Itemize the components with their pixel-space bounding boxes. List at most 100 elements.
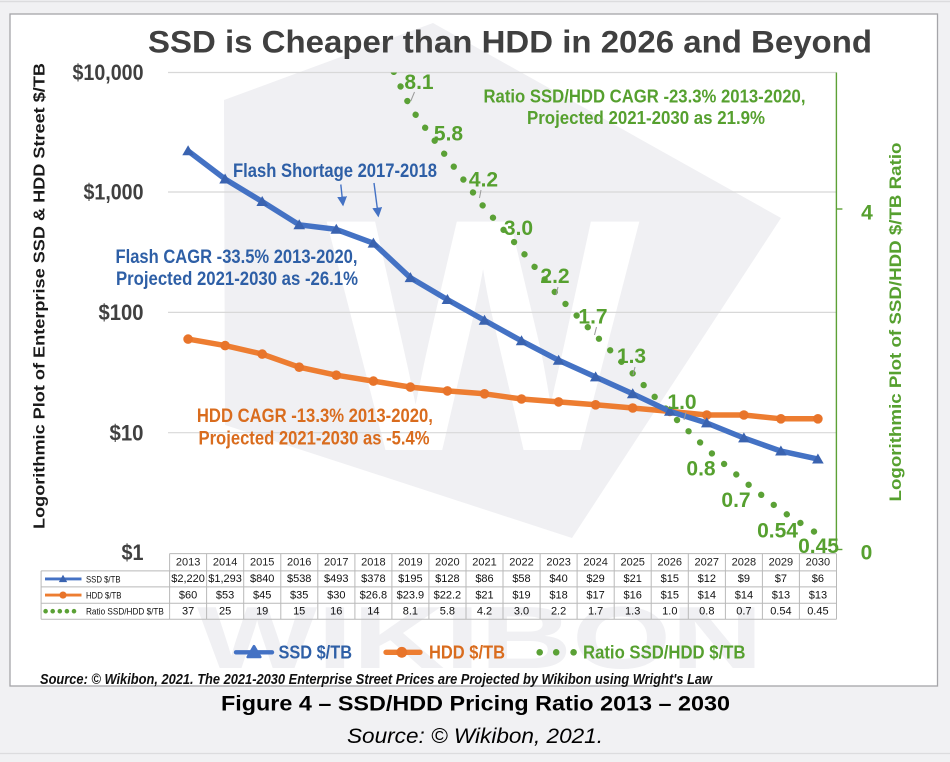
svg-text:$58: $58 — [512, 573, 530, 585]
svg-text:Ratio SSD/HDD $/TB: Ratio SSD/HDD $/TB — [583, 643, 746, 663]
svg-text:0.54: 0.54 — [757, 519, 798, 542]
svg-text:HDD CAGR -13.3% 2013-2020,: HDD CAGR -13.3% 2013-2020, — [197, 405, 433, 427]
svg-text:19: 19 — [256, 605, 268, 617]
svg-text:$13: $13 — [809, 589, 827, 601]
svg-text:$14: $14 — [735, 589, 753, 601]
svg-text:$17: $17 — [586, 589, 604, 601]
svg-text:4.2: 4.2 — [469, 168, 498, 191]
svg-text:0.8: 0.8 — [686, 457, 716, 480]
svg-text:$538: $538 — [287, 573, 311, 585]
svg-text:$9: $9 — [738, 573, 750, 585]
svg-text:4: 4 — [861, 202, 873, 225]
svg-text:SSD $/TB: SSD $/TB — [86, 574, 121, 584]
svg-text:15: 15 — [293, 605, 305, 617]
svg-text:$21: $21 — [475, 589, 493, 601]
svg-text:3.0: 3.0 — [514, 605, 529, 617]
svg-text:5.8: 5.8 — [434, 122, 464, 145]
svg-text:8.1: 8.1 — [404, 71, 434, 94]
svg-text:2015: 2015 — [250, 557, 274, 569]
svg-text:0.45: 0.45 — [807, 605, 828, 617]
svg-text:Logorithmic Plot of SSD/HDD $/: Logorithmic Plot of SSD/HDD $/TB Ratio — [886, 143, 905, 502]
svg-text:2027: 2027 — [695, 557, 719, 569]
svg-text:$378: $378 — [361, 573, 385, 585]
svg-text:$45: $45 — [253, 589, 271, 601]
svg-text:0.8: 0.8 — [699, 605, 714, 617]
svg-text:1.7: 1.7 — [578, 305, 607, 328]
svg-text:1.0: 1.0 — [667, 391, 696, 414]
svg-text:2020: 2020 — [435, 557, 459, 569]
svg-text:$6: $6 — [812, 573, 824, 585]
svg-text:$195: $195 — [398, 573, 422, 585]
svg-text:$1,000: $1,000 — [84, 180, 144, 205]
svg-text:Projected 2021-2030 as -5.4%: Projected 2021-2030 as -5.4% — [199, 428, 430, 450]
svg-text:1.7: 1.7 — [588, 605, 603, 617]
svg-text:0.45: 0.45 — [798, 535, 839, 558]
svg-text:$60: $60 — [179, 589, 197, 601]
svg-text:$15: $15 — [661, 589, 679, 601]
svg-text:0.54: 0.54 — [770, 605, 791, 617]
svg-text:2030: 2030 — [806, 557, 830, 569]
svg-text:$22.2: $22.2 — [434, 589, 462, 601]
svg-text:1.0: 1.0 — [662, 605, 677, 617]
svg-text:2029: 2029 — [769, 557, 793, 569]
svg-text:$26.8: $26.8 — [360, 589, 388, 601]
svg-text:$16: $16 — [624, 589, 642, 601]
svg-text:$2,220: $2,220 — [171, 573, 205, 585]
svg-text:Projected 2021-2030 as -26.1%: Projected 2021-2030 as -26.1% — [116, 268, 358, 290]
svg-text:2023: 2023 — [546, 557, 570, 569]
svg-text:2028: 2028 — [732, 557, 756, 569]
svg-text:2017: 2017 — [324, 557, 348, 569]
svg-text:$40: $40 — [549, 573, 567, 585]
svg-text:Flash Shortage 2017-2018: Flash Shortage 2017-2018 — [233, 160, 437, 182]
svg-text:$14: $14 — [698, 589, 716, 601]
svg-text:$7: $7 — [775, 573, 787, 585]
svg-text:SSD $/TB: SSD $/TB — [279, 643, 353, 663]
svg-text:0.7: 0.7 — [721, 489, 750, 512]
svg-text:$23.9: $23.9 — [397, 589, 425, 601]
svg-text:2014: 2014 — [213, 557, 237, 569]
svg-text:14: 14 — [367, 605, 379, 617]
svg-text:1.3: 1.3 — [617, 345, 646, 368]
svg-text:$10: $10 — [110, 420, 144, 445]
svg-text:2.2: 2.2 — [540, 265, 569, 288]
svg-text:$10,000: $10,000 — [73, 60, 144, 85]
svg-text:0.7: 0.7 — [736, 605, 751, 617]
svg-text:$15: $15 — [661, 573, 679, 585]
svg-text:2013: 2013 — [176, 557, 200, 569]
svg-text:$13: $13 — [772, 589, 790, 601]
svg-text:$35: $35 — [290, 589, 308, 601]
svg-text:Source: © Wikibon, 2021.: Source: © Wikibon, 2021. — [347, 724, 603, 748]
svg-text:Flash CAGR -33.5% 2013-2020,: Flash CAGR -33.5% 2013-2020, — [116, 246, 358, 268]
svg-text:Ratio SSD/HDD CAGR -23.3% 2013: Ratio SSD/HDD CAGR -23.3% 2013-2020, — [484, 86, 806, 107]
svg-text:2.2: 2.2 — [551, 605, 566, 617]
svg-text:5.8: 5.8 — [440, 605, 455, 617]
svg-text:WIKIBON: WIKIBON — [197, 588, 763, 687]
svg-text:2026: 2026 — [658, 557, 682, 569]
svg-text:2022: 2022 — [509, 557, 533, 569]
svg-text:2025: 2025 — [620, 557, 644, 569]
svg-text:37: 37 — [182, 605, 194, 617]
svg-text:$1,293: $1,293 — [208, 573, 242, 585]
svg-text:2016: 2016 — [287, 557, 311, 569]
svg-text:HDD $/TB: HDD $/TB — [86, 591, 122, 601]
svg-text:0: 0 — [861, 542, 873, 565]
svg-text:$19: $19 — [512, 589, 530, 601]
svg-text:$128: $128 — [435, 573, 459, 585]
svg-text:HDD $/TB: HDD $/TB — [429, 643, 505, 663]
svg-text:25: 25 — [219, 605, 231, 617]
svg-text:$493: $493 — [324, 573, 348, 585]
svg-text:$30: $30 — [327, 589, 345, 601]
svg-text:Source: © Wikibon, 2021. The 2: Source: © Wikibon, 2021. The 2021-2030 E… — [40, 672, 713, 688]
svg-text:Projected 2021-2030 as 21.9%: Projected 2021-2030 as 21.9% — [527, 107, 765, 128]
svg-text:4.2: 4.2 — [477, 605, 492, 617]
svg-text:SSD is Cheaper than HDD in 202: SSD is Cheaper than HDD in 2026 and Beyo… — [148, 24, 872, 60]
svg-text:2019: 2019 — [398, 557, 422, 569]
svg-text:Ratio SSD/HDD $/TB: Ratio SSD/HDD $/TB — [86, 607, 164, 617]
svg-text:$12: $12 — [698, 573, 716, 585]
svg-text:$29: $29 — [586, 573, 604, 585]
svg-text:$53: $53 — [216, 589, 234, 601]
svg-text:$100: $100 — [99, 300, 144, 325]
svg-text:2018: 2018 — [361, 557, 385, 569]
svg-text:$1: $1 — [122, 540, 144, 565]
svg-text:2021: 2021 — [472, 557, 496, 569]
